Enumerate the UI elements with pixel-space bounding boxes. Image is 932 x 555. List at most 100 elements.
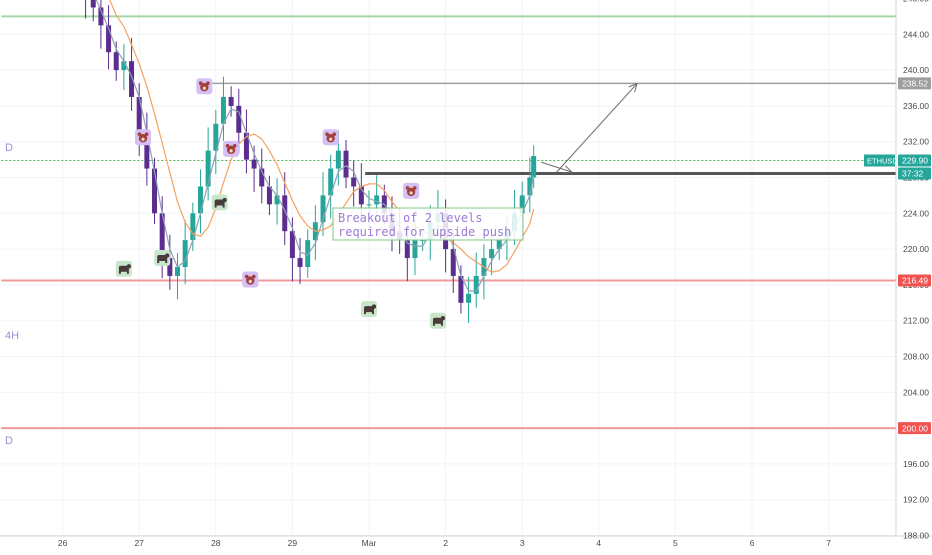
price-tag-bg-5 [898, 422, 931, 435]
candle-body [496, 240, 502, 250]
candle-body [366, 204, 372, 206]
candle-body [404, 240, 410, 259]
candle-body [297, 258, 303, 267]
y-tick-label: 244.00 [903, 29, 929, 39]
bull-body [432, 317, 443, 324]
bull-icon [154, 250, 171, 267]
candle-body [289, 231, 295, 259]
candle-body [152, 168, 158, 214]
candle-body [450, 249, 456, 276]
bull-head [371, 304, 377, 309]
bear-icon [223, 140, 240, 157]
bear-ear [252, 274, 256, 279]
symbol-tag-bg [864, 154, 895, 167]
annotation[interactable]: Breakout of 2 levels required for upside… [332, 207, 524, 241]
candle-body [527, 177, 533, 196]
bear-icon [196, 78, 213, 95]
candle-body [205, 150, 211, 187]
candle-body [243, 132, 249, 160]
candle-body [144, 132, 150, 169]
bull-leg [157, 260, 160, 264]
bull-body [118, 265, 129, 272]
candle-body [274, 195, 280, 205]
candle-body [106, 25, 112, 53]
candle-body [489, 249, 495, 259]
arrow-head-0 [563, 165, 574, 174]
bear-ear [405, 186, 410, 190]
candle-body [98, 7, 104, 26]
candle-body [374, 195, 380, 205]
x-tick-label: 7 [826, 538, 831, 548]
price-tag-bg-4 [898, 274, 931, 287]
candle-body [328, 168, 334, 196]
bear-ear [412, 186, 417, 190]
price-tag-text-4: 216.49 [902, 276, 928, 286]
price-tag-text-5: 200.00 [902, 423, 928, 433]
candle-body [121, 61, 127, 71]
x-tick-label: Mar [362, 538, 377, 548]
x-tick-label: 29 [288, 538, 298, 548]
bear-snout [409, 191, 413, 195]
level-tag-d-bottom: D [5, 435, 13, 447]
candle-body [113, 52, 119, 71]
price-tag-bg-0 [898, 77, 931, 90]
bull-leg [440, 322, 443, 326]
bear-snout [248, 279, 252, 284]
bull-leg [372, 311, 374, 315]
candle-body [412, 240, 418, 259]
x-tick-label: 6 [750, 538, 755, 548]
candle-body [519, 195, 525, 214]
y-tick-label: 212.00 [903, 316, 929, 326]
bull-icon [211, 194, 228, 211]
y-tick-label: 196.00 [903, 459, 929, 469]
level-tag-4h: 4H [5, 330, 19, 342]
bull-leg [214, 204, 217, 208]
bull-icon [429, 312, 446, 329]
y-tick-label: 232.00 [903, 137, 929, 147]
bear-ear [244, 274, 249, 279]
x-tick-label: 27 [134, 538, 144, 548]
bull-icon [361, 301, 377, 318]
candle-body [420, 240, 426, 242]
candle-body [335, 150, 341, 169]
y-tick-label: 248.00 [903, 0, 929, 4]
bear-icon [242, 271, 259, 288]
horizontal-levels [1, 15, 896, 430]
bear-ear [325, 132, 329, 137]
arrow-shaft-0 [541, 161, 573, 173]
bull-head [164, 253, 170, 258]
bull-leg [118, 270, 121, 274]
y-tick-label: 240.00 [903, 65, 929, 75]
bull-head [222, 197, 227, 203]
candle-body [190, 213, 196, 241]
bear-ear [332, 132, 337, 137]
candle-body [305, 240, 311, 267]
level-labels: D 4H D [5, 142, 19, 447]
candle-body [466, 293, 472, 303]
candle-body [136, 96, 142, 133]
level-tag-d-top: D [5, 142, 13, 154]
candle-body [343, 150, 349, 178]
candle-body [351, 177, 357, 187]
candle-body [213, 123, 219, 151]
bull-leg [222, 204, 225, 208]
x-tick-label: 28 [211, 538, 221, 548]
bull-body [364, 306, 374, 313]
bull-body [157, 255, 168, 262]
arrow-head-1 [628, 82, 638, 93]
annotation-line-2: required for upside push [338, 225, 511, 239]
candle-body [358, 186, 364, 205]
candle-body [458, 275, 464, 303]
candle-body [167, 258, 173, 276]
bear-snout [141, 137, 145, 141]
x-tick-label: 5 [673, 538, 678, 548]
candle-body [266, 186, 272, 205]
candle-body [182, 240, 188, 267]
y-tick-label: 208.00 [903, 352, 929, 362]
bull-leg [364, 311, 366, 315]
bear-ear [198, 81, 203, 86]
annotation-box[interactable] [332, 207, 524, 241]
candle-body [473, 275, 479, 294]
